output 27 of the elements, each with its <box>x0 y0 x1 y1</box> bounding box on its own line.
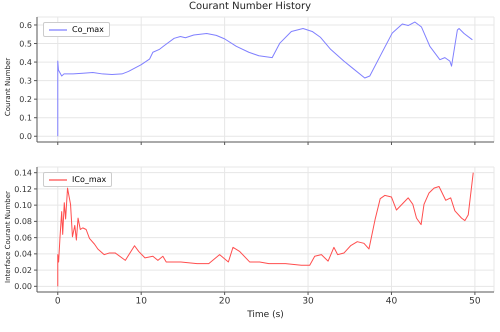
x-axis-title: Time (s) <box>246 310 284 320</box>
x-tick-label: 20 <box>218 296 231 306</box>
legend-label: Co_max <box>72 25 104 34</box>
x-tick-label: 50 <box>469 296 481 306</box>
y-tick-label: 0.08 <box>14 217 32 226</box>
legend-label: ICo_max <box>72 175 106 184</box>
y-tick-label: 0.00 <box>14 282 32 292</box>
y-tick-label: 0.1 <box>19 114 32 123</box>
y-tick-label: 0.2 <box>19 95 32 104</box>
y-tick-label: 0.06 <box>14 233 32 242</box>
y-tick-label: 0.12 <box>14 184 32 194</box>
chart-title: Courant Number History <box>188 1 312 12</box>
y-tick-label: 0.02 <box>14 266 32 275</box>
y-tick-label: 0.04 <box>14 250 32 259</box>
y-tick-label: 0.3 <box>19 76 32 86</box>
y-tick-label: 0.10 <box>14 200 32 210</box>
y-tick-label: 0.4 <box>19 58 32 67</box>
x-tick-label: 30 <box>302 296 314 306</box>
y-tick-label: 0.0 <box>19 132 32 142</box>
x-tick-label: 0 <box>54 296 61 306</box>
line-series <box>57 172 474 287</box>
y-tick-label: 0.5 <box>19 39 32 48</box>
y-tick-label: 0.14 <box>14 168 32 178</box>
y-tick-label: 0.6 <box>19 20 32 30</box>
x-tick-label: 40 <box>386 296 398 306</box>
x-tick-label: 10 <box>135 296 148 306</box>
line-series <box>57 22 473 137</box>
